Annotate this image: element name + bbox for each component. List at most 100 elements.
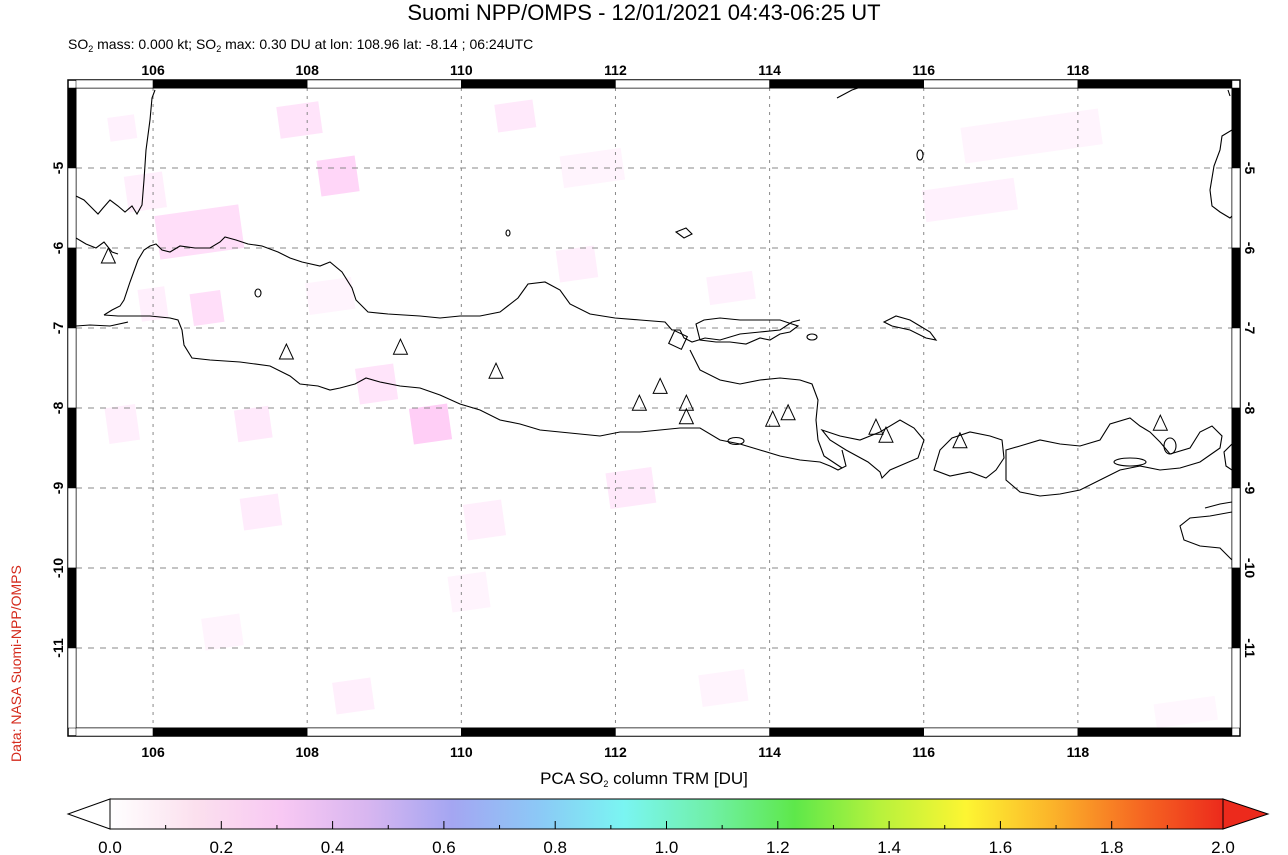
so2-pixel: [555, 245, 599, 283]
latitude-label: -6: [1242, 242, 1258, 255]
so2-pixel: [189, 290, 225, 326]
volcano-icon: [488, 362, 504, 379]
volcano-icon: [652, 377, 668, 394]
colorbar-tick-label: 0.0: [98, 838, 122, 855]
latitude-label: -6: [50, 242, 66, 255]
volcano-icon: [678, 407, 695, 425]
volcano-icon: [631, 394, 648, 411]
volcano-icon: [952, 431, 968, 449]
map-title: Suomi NPP/OMPS - 12/01/2021 04:43-06:25 …: [407, 0, 881, 25]
so2-pixel: [239, 493, 283, 531]
latitude-label: -8: [50, 402, 66, 415]
so2-pixel: [447, 571, 491, 613]
longitude-label: 110: [450, 744, 473, 760]
colorbar-tick-label: 0.6: [432, 838, 456, 855]
longitude-label: 118: [1067, 744, 1090, 760]
so2-pixel: [1153, 695, 1218, 728]
longitude-label: 116: [912, 62, 935, 78]
colorbar: 0.0 0.2 0.4 0.6 0.8 1.0 1.2 1.4 1.6 1.8 2.0: [66, 798, 1270, 855]
so2-pixel-layer: [104, 99, 1218, 728]
colorbar-title-pre: PCA SO: [540, 769, 604, 788]
latitude-label: -7: [1242, 322, 1258, 335]
latitude-labels-left: -5 -6 -7 -8 -9 -10 -11: [50, 162, 66, 658]
volcano-icon: [278, 342, 295, 360]
latitude-label: -5: [1242, 162, 1258, 175]
subscript: 2: [603, 779, 609, 789]
longitude-label: 114: [758, 744, 781, 760]
subscript: 2: [88, 44, 94, 54]
so2-pixel: [305, 276, 356, 316]
so2-pixel: [921, 177, 1018, 223]
so2-pixel: [354, 363, 399, 405]
so2-pixel: [698, 668, 749, 708]
volcano-icon: [100, 246, 117, 264]
latitude-label: -5: [50, 162, 66, 175]
so2-pixel: [494, 99, 537, 133]
latitude-label: -8: [1242, 402, 1258, 415]
latitude-label: -7: [50, 322, 66, 335]
so2-pixel: [154, 204, 245, 260]
longitude-label: 114: [758, 62, 781, 78]
volcano-icon: [392, 338, 409, 355]
volcano-markers: [100, 246, 1169, 449]
graticule: [76, 88, 1232, 728]
longitude-label: 108: [296, 62, 320, 78]
colorbar-tick-label: 2.0: [1211, 838, 1235, 855]
colorbar-tick-label: 1.8: [1100, 838, 1124, 855]
so2-label: SO: [68, 36, 89, 52]
latitude-labels-right: -5 -6 -7 -8 -9 -10 -11: [1242, 162, 1258, 658]
so2-pixel: [276, 101, 323, 139]
latitude-label: -11: [50, 638, 66, 658]
longitude-label: 112: [604, 744, 627, 760]
so2-max-text: max: 0.30 DU at lon: 108.96 lat: -8.14 ;…: [221, 36, 534, 52]
volcano-icon: [1152, 414, 1169, 431]
data-credit: Data: NASA Suomi-NPP/OMPS: [8, 565, 24, 762]
colorbar-tick-label: 0.4: [321, 838, 345, 855]
latitude-label: -10: [1242, 558, 1258, 578]
coastlines: [76, 88, 1232, 566]
colorbar-tick-label: 1.6: [989, 838, 1013, 855]
so2-pixel: [408, 403, 453, 445]
so2-pixel: [462, 499, 507, 541]
so2-pixel: [123, 171, 167, 213]
colorbar-title-post: column TRM [DU]: [608, 769, 748, 788]
so2-pixel: [960, 108, 1103, 164]
volcano-icon: [678, 394, 695, 411]
colorbar-min-arrow: [66, 798, 111, 830]
colorbar-tick-label: 0.8: [543, 838, 567, 855]
colorbar-tick-label: 1.4: [877, 838, 901, 855]
longitude-labels-bottom: 106 108 110 112 114 116 118: [141, 744, 1089, 760]
so2-pixel: [201, 613, 244, 651]
so2-pixel: [107, 114, 138, 142]
so2-pixel: [233, 405, 273, 443]
so2-pixel: [104, 404, 141, 444]
colorbar-max-arrow: [1222, 798, 1270, 830]
volcano-icon: [780, 403, 796, 421]
longitude-label: 108: [296, 744, 320, 760]
colorbar-tick-label: 1.0: [655, 838, 679, 855]
so2-summary: SO2 mass: 0.000 kt; SO2 max: 0.30 DU at …: [68, 35, 533, 58]
longitude-labels-top: 106 108 110 112 114 116 118: [141, 62, 1089, 78]
colorbar-tick-label: 1.2: [766, 838, 790, 855]
longitude-label: 110: [450, 62, 473, 78]
latitude-label: -10: [50, 558, 66, 578]
longitude-label: 106: [141, 62, 165, 78]
volcano-icon: [764, 410, 781, 427]
colorbar-tick-label: 0.2: [209, 838, 233, 855]
latitude-label: -9: [50, 482, 66, 495]
latitude-label: -9: [1242, 482, 1258, 495]
so2-pixel: [316, 155, 360, 197]
longitude-label: 116: [912, 744, 935, 760]
volcano-icon: [878, 426, 894, 443]
volcano-icon: [868, 418, 884, 435]
colorbar-title: PCA SO2 column TRM [DU]: [0, 769, 1288, 789]
map-frame: [67, 79, 1241, 737]
so2-pixel: [706, 270, 756, 306]
longitude-label: 112: [604, 62, 627, 78]
so2-mass-text: mass: 0.000 kt; SO: [93, 36, 217, 52]
longitude-label: 106: [141, 744, 165, 760]
latitude-label: -11: [1242, 638, 1258, 658]
so2-pixel: [332, 677, 375, 715]
subscript: 2: [216, 44, 222, 54]
